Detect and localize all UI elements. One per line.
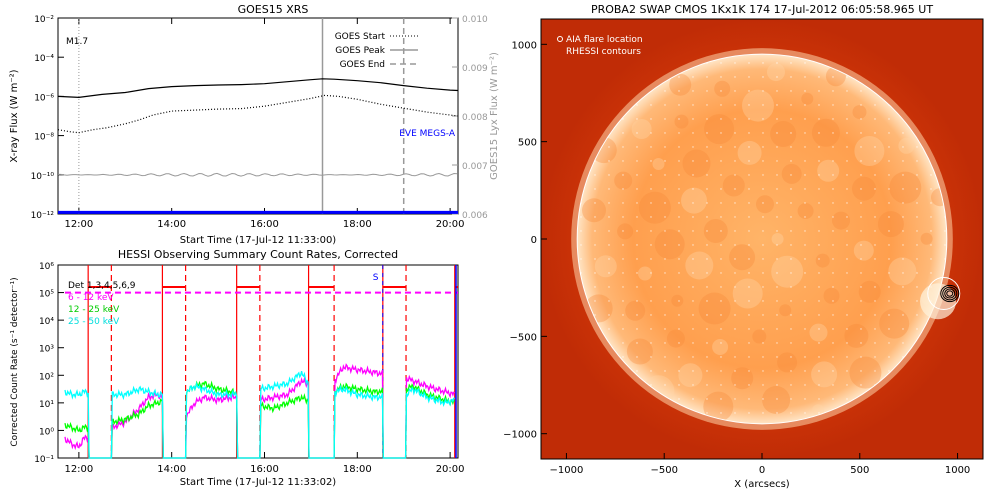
hessi-legend-25-50: 25 - 50 keV <box>68 317 120 327</box>
hessi-x-tick-label: 12:00 <box>64 464 93 475</box>
goes-y2-tick-label: 0.010 <box>462 15 488 25</box>
goes-flare-class: M1.7 <box>66 37 88 47</box>
goes-chart-title: GOES15 XRS <box>238 3 309 16</box>
goes-y2-tick-label: 0.009 <box>462 64 488 74</box>
swap-legend-aia-marker <box>557 36 563 42</box>
hessi-y-tick-label: 10³ <box>39 345 54 355</box>
goes-y2-tick-label: 0.006 <box>462 211 488 221</box>
hessi-x-tick-label: 16:00 <box>250 464 279 475</box>
goes-x-tick-label: 14:00 <box>157 219 186 230</box>
hessi-legend: Det 1,3,4,5,6,9 6 - 12 keV 12 - 25 keV 2… <box>68 281 136 327</box>
swap-x-tick-label: −500 <box>650 465 677 476</box>
hessi-saa-marker: S <box>373 273 379 283</box>
swap-x-tick-label: 500 <box>850 465 869 476</box>
goes-series-group <box>57 18 459 214</box>
goes-series-short <box>57 94 459 134</box>
goes-y-tick-label: 10⁻² <box>34 15 54 25</box>
swap-legend-aia-label: AIA flare location <box>566 35 643 45</box>
goes-y-tick-label: 10⁻⁴ <box>34 54 54 64</box>
swap-y-tick-label: 1000 <box>512 40 537 51</box>
goes-y2-tick-label: 0.008 <box>462 113 488 123</box>
goes-series-long <box>57 78 459 99</box>
hessi-y-axis-label: Corrected Count Rate (s⁻¹ detector⁻¹) <box>10 277 20 446</box>
hessi-x-tick-label: 14:00 <box>157 464 186 475</box>
goes-x-tick-label: 16:00 <box>250 219 279 230</box>
swap-x-axis-label: X (arcsecs) <box>734 479 790 490</box>
hessi-y-tick-label: 10⁶ <box>39 262 54 272</box>
hessi-y-tick-label: 10⁴ <box>39 317 54 327</box>
hessi-legend-12-25: 12 - 25 keV <box>68 305 120 315</box>
goes-y2-axis-label: GOES15 Lyx Flux (W m⁻²) <box>489 52 500 180</box>
hessi-legend-6-12: 6 - 12 keV <box>68 293 114 303</box>
swap-y-tick-label: 0 <box>531 235 537 246</box>
hessi-series-group <box>64 265 458 459</box>
goes-y-tick-label: 10⁻¹⁰ <box>31 172 55 182</box>
sun-coordinate-grid <box>577 54 947 424</box>
rhessi-contour <box>944 288 956 299</box>
hessi-series-25-50-keV <box>64 371 455 459</box>
hessi-y-tick-label: 10⁰ <box>39 427 54 437</box>
hessi-x-tick-label: 18:00 <box>343 464 372 475</box>
rhessi-contour <box>946 290 954 297</box>
goes-y-tick-label: 10⁻⁸ <box>34 133 54 143</box>
goes-eve-label: EVE MEGS-A <box>399 129 456 139</box>
swap-y-tick-label: −500 <box>510 332 537 343</box>
hessi-y-tick-label: 10⁵ <box>39 290 54 300</box>
swap-x-tick-label: 1000 <box>945 465 970 476</box>
sun-limb <box>576 53 948 425</box>
swap-title: PROBA2 SWAP CMOS 1Kx1K 174 17-Jul-2012 0… <box>591 3 933 16</box>
hessi-chart-title: HESSI Observing Summary Count Rates, Cor… <box>118 248 398 261</box>
hessi-legend-det: Det 1,3,4,5,6,9 <box>68 281 136 291</box>
swap-legend-rhessi-label: RHESSI contours <box>566 47 641 57</box>
swap-y-tick-label: −1000 <box>503 430 537 441</box>
goes-x-axis-label: Start Time (17-Jul-12 11:33:00) <box>180 235 337 246</box>
hessi-count-rate-chart: HESSI Observing Summary Count Rates, Cor… <box>10 248 465 488</box>
hessi-y-tick-label: 10¹ <box>39 400 54 410</box>
goes-legend-peak-label: GOES Peak <box>335 46 385 56</box>
aia-flare-location-marker <box>927 277 961 311</box>
goes-y-tick-label: 10⁻⁶ <box>34 93 54 103</box>
rhessi-contour <box>940 284 960 303</box>
goes-tick-group: 12:00 14:00 16:00 18:00 20:00 10⁻² 10⁻⁴ 10⁻⁶ 10⁻… <box>31 15 488 230</box>
hessi-x-tick-label: 20:00 <box>436 464 465 475</box>
goes-series-lyx <box>58 172 458 177</box>
swap-x-tick-label: 0 <box>759 465 765 476</box>
goes-xrs-chart: GOES15 XRS 12:00 14:00 16:00 18:00 20:00 10⁻²… <box>9 3 500 246</box>
swap-solar-image: PROBA2 SWAP CMOS 1Kx1K 174 17-Jul-2012 0… <box>503 3 984 490</box>
goes-x-tick-label: 12:00 <box>64 219 93 230</box>
goes-legend-start-label: GOES Start <box>335 32 386 42</box>
swap-x-tick-label: −1000 <box>550 465 584 476</box>
goes-plot-frame <box>57 17 459 215</box>
swap-legend: AIA flare location RHESSI contours <box>557 35 643 57</box>
goes-x-tick-label: 18:00 <box>343 219 372 230</box>
swap-plot-group <box>571 48 961 430</box>
goes-y-axis-label: X-ray Flux (W m⁻²) <box>9 69 20 162</box>
hessi-y-tick-label: 10² <box>39 372 54 382</box>
hessi-tick-group: 12:00 14:00 16:00 18:00 20:00 10⁶ 10⁵ 10⁴ 10³ 10²… <box>34 262 464 475</box>
goes-x-tick-label: 20:00 <box>436 219 465 230</box>
goes-y-tick-label: 10⁻¹² <box>31 211 55 221</box>
goes-legend-end-label: GOES End <box>340 60 385 70</box>
goes-y2-tick-label: 0.007 <box>462 162 488 172</box>
hessi-y-tick-label: 10⁻¹ <box>34 455 54 465</box>
swap-tick-group: −1000 −500 0 500 1000 1000 500 0 −500 −1000 <box>503 40 970 476</box>
rhessi-contour <box>942 286 958 301</box>
hessi-plot-frame <box>57 264 459 459</box>
swap-y-tick-label: 500 <box>518 138 537 149</box>
hessi-x-axis-label: Start Time (17-Jul-12 11:33:02) <box>180 477 337 488</box>
goes-legend: GOES Start GOES Peak GOES End <box>335 32 418 70</box>
